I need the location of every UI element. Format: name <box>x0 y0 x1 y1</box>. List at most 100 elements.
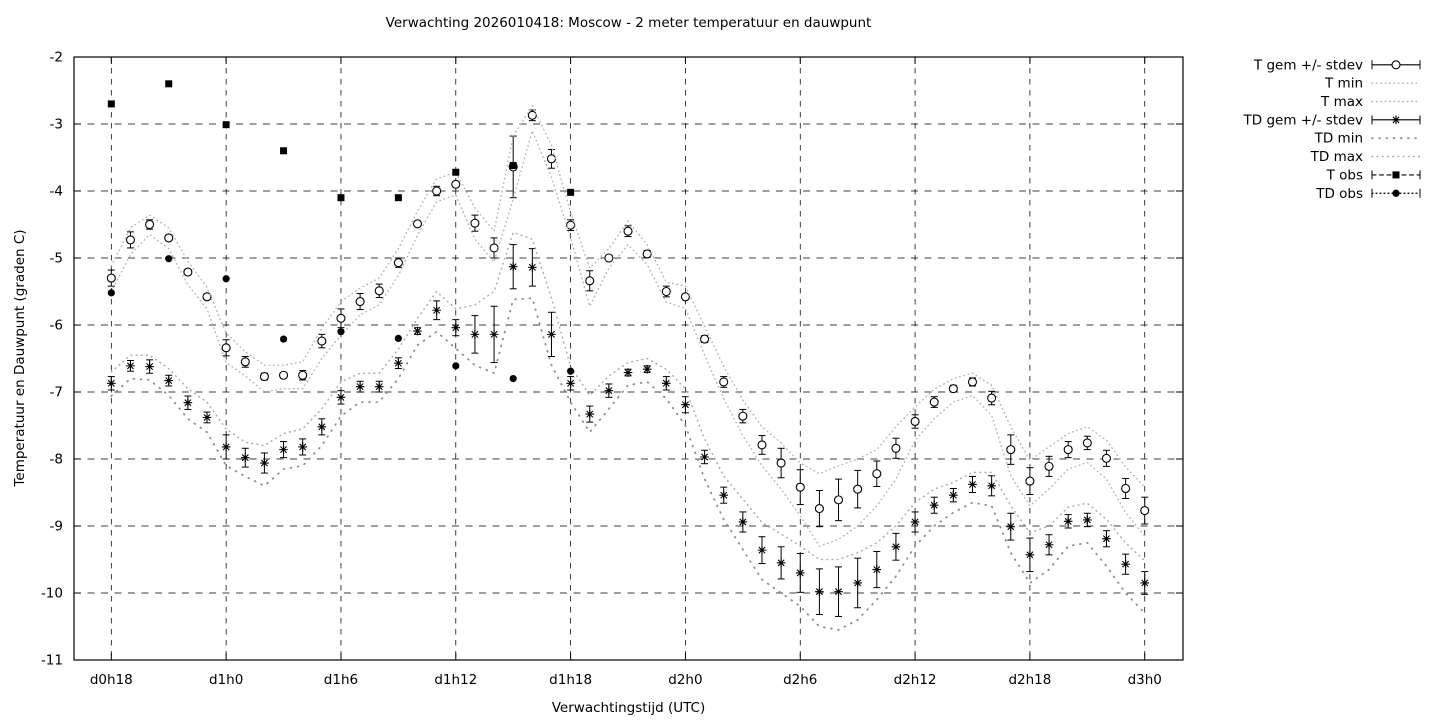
open-circle-marker <box>948 384 958 394</box>
open-circle-marker <box>125 235 136 245</box>
filled-square-marker <box>107 100 115 108</box>
asterisk-marker <box>1063 517 1073 526</box>
y-tick-label: -10 <box>41 586 63 602</box>
asterisk-marker <box>949 490 958 500</box>
gridlines <box>74 57 1183 660</box>
open-circle-marker <box>164 233 174 243</box>
y-axis-title: Temperatuur en Dauwpunt (graden C) <box>12 229 28 487</box>
t_max-curve <box>110 104 1146 488</box>
td_min-curve <box>110 297 1146 631</box>
open-circle-marker <box>1082 438 1092 448</box>
asterisk-marker <box>374 382 384 391</box>
open-circle-marker <box>202 292 212 302</box>
series-t_min <box>110 128 1146 547</box>
asterisk-marker <box>1102 534 1111 544</box>
open-circle-marker <box>661 286 671 297</box>
open-circle-marker <box>872 469 882 479</box>
open-circle-marker <box>1101 453 1112 463</box>
open-circle-marker <box>776 458 786 468</box>
asterisk-marker <box>1121 559 1130 569</box>
series-t_max <box>110 104 1146 488</box>
open-circle-marker <box>298 370 308 380</box>
asterisk-marker <box>929 500 939 510</box>
open-circle-marker <box>240 357 250 367</box>
t_min-curve <box>110 128 1146 547</box>
series-td_gem <box>107 244 1150 617</box>
legend-entry-t_max: T max <box>1320 94 1421 110</box>
open-circle-marker <box>987 393 997 403</box>
td_max-curve <box>110 231 1146 562</box>
filled-square-marker <box>452 168 460 176</box>
legend-entry-td_gem: TD gem +/- stdev <box>1243 112 1421 128</box>
open-circle-marker <box>623 226 633 236</box>
asterisk-marker <box>719 490 729 500</box>
chart-title: Verwachting 2026010418: Moscow - 2 meter… <box>386 15 872 31</box>
series-td_min <box>110 297 1146 631</box>
asterisk-marker <box>585 409 595 419</box>
y-tick-label: -6 <box>50 318 63 334</box>
open-circle-marker <box>1391 60 1401 70</box>
asterisk-marker <box>107 378 116 388</box>
filled-square-marker <box>222 121 230 129</box>
x-tick-label: d1h12 <box>434 672 477 688</box>
open-circle-marker <box>719 377 729 387</box>
series-t_gem <box>106 109 1150 528</box>
y-tick-label: -8 <box>50 452 63 468</box>
legend-label: TD obs <box>1315 186 1363 202</box>
asterisk-marker <box>547 330 556 339</box>
x-tick-label: d3h0 <box>1128 672 1162 688</box>
plot-frame <box>73 56 1184 661</box>
open-circle-marker <box>604 253 614 263</box>
open-circle-marker <box>355 296 365 307</box>
open-circle-marker <box>106 273 116 283</box>
filled-circle-marker <box>394 334 402 342</box>
asterisk-marker <box>738 517 748 527</box>
open-circle-marker <box>585 276 595 286</box>
asterisk-marker <box>700 452 709 462</box>
open-circle-marker <box>891 443 901 453</box>
open-circle-marker <box>1006 445 1016 455</box>
x-tick-label: d2h12 <box>894 672 937 688</box>
open-circle-marker <box>374 286 384 296</box>
x-tick-label: d2h6 <box>783 672 817 688</box>
open-circle-marker <box>700 334 710 344</box>
asterisk-marker <box>681 400 690 410</box>
asterisk-marker <box>145 362 154 371</box>
asterisk-marker <box>853 578 862 588</box>
x-tick-label: d1h6 <box>324 672 358 688</box>
asterisk-marker <box>834 587 843 596</box>
asterisk-marker <box>260 458 269 468</box>
asterisk-marker <box>528 263 537 272</box>
open-circle-marker <box>1025 476 1035 486</box>
x-tick-label: d0h18 <box>90 672 133 688</box>
open-circle-marker <box>259 372 269 382</box>
open-circle-marker <box>451 179 461 189</box>
asterisk-marker <box>987 481 996 491</box>
y-tick-label: -2 <box>50 50 63 66</box>
y-tick-label: -3 <box>50 117 63 133</box>
series-td_obs <box>107 255 575 383</box>
asterisk-marker <box>355 382 365 391</box>
asterisk-marker <box>183 398 193 408</box>
asterisk-marker <box>604 386 614 395</box>
asterisk-marker <box>451 323 461 332</box>
asterisk-marker <box>623 368 633 377</box>
y-tick-label: -7 <box>50 385 63 401</box>
asterisk-marker <box>279 445 288 454</box>
y-tick-label: -11 <box>41 653 63 669</box>
asterisk-marker <box>413 326 422 336</box>
open-circle-marker <box>795 482 805 492</box>
open-circle-marker <box>527 110 537 120</box>
asterisk-marker <box>240 453 250 462</box>
filled-circle-marker <box>222 275 230 283</box>
asterisk-marker <box>1140 578 1150 588</box>
asterisk-marker <box>317 422 327 432</box>
open-circle-marker <box>757 440 767 450</box>
asterisk-marker <box>872 565 882 574</box>
legend-entry-td_obs: TD obs <box>1315 186 1421 202</box>
asterisk-marker <box>126 361 135 371</box>
asterisk-marker <box>815 587 824 596</box>
open-circle-marker <box>910 416 920 427</box>
